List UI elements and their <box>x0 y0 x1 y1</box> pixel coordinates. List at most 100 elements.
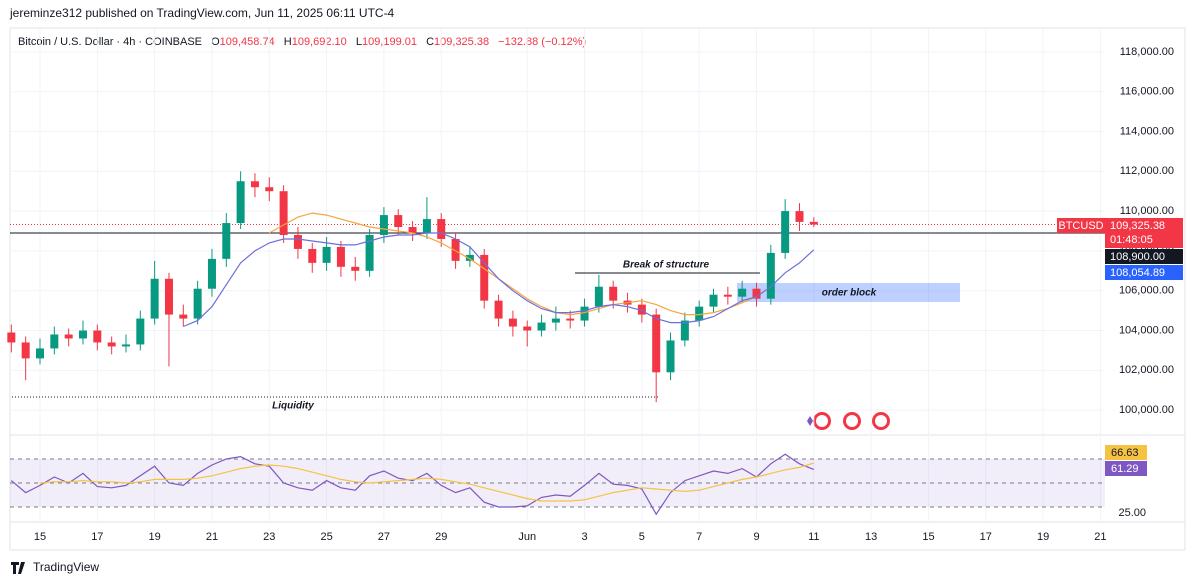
rsi-tag <box>1105 445 1147 460</box>
y-tick-label: 110,000.00 <box>1120 205 1174 217</box>
candle-body <box>723 294 732 297</box>
candle-body <box>365 234 374 271</box>
candle-body <box>480 254 489 301</box>
candle-body <box>580 306 589 321</box>
rsi-tag-text: 66.63 <box>1111 447 1139 459</box>
x-tick-label: 17 <box>91 531 103 543</box>
x-tick-label: 19 <box>1037 531 1049 543</box>
candle-body <box>93 330 102 343</box>
symbol-tag-text: BTCUSD <box>1058 220 1103 232</box>
candle-body <box>551 318 560 323</box>
candle-body <box>609 286 618 301</box>
candle-body <box>465 254 474 261</box>
x-tick-label: 21 <box>206 531 218 543</box>
y-tick-label: 118,000.00 <box>1120 46 1174 58</box>
candle-body <box>666 340 675 373</box>
price-tag-text: 109,325.38 <box>1110 220 1165 232</box>
candle-body <box>709 294 718 307</box>
x-tick-label: 5 <box>639 531 645 543</box>
y-tick-label: 116,000.00 <box>1120 86 1174 98</box>
candle-body <box>523 326 532 331</box>
price-tag <box>1105 249 1183 264</box>
candle-body <box>695 306 704 321</box>
candle-body <box>680 320 689 341</box>
candle-body <box>21 342 30 359</box>
price-tag-text: 108,054.89 <box>1110 267 1165 279</box>
candle-body <box>121 344 130 347</box>
legend: Bitcoin / U.S. Dollar · 4h · COINBASE O1… <box>18 36 586 48</box>
x-tick-label: 15 <box>922 531 934 543</box>
order-block <box>737 283 960 302</box>
candle-body <box>437 219 446 239</box>
candle-body <box>150 278 159 319</box>
legend-key: C <box>426 36 434 48</box>
x-tick-label: 23 <box>263 531 275 543</box>
symbol-title: Bitcoin / U.S. Dollar · 4h · COINBASE <box>18 36 202 48</box>
y-tick-label: 104,000.00 <box>1119 324 1174 336</box>
x-tick-label: 15 <box>34 531 46 543</box>
x-tick-label: 21 <box>1094 531 1106 543</box>
candle-body <box>36 348 44 359</box>
symbol-tag <box>1057 218 1105 233</box>
candle-body <box>637 304 646 315</box>
candle-body <box>408 227 417 233</box>
publisher: jereminze312 published on TradingView.co… <box>9 6 395 20</box>
candle-body <box>652 314 661 373</box>
candle-body <box>64 334 73 339</box>
candle-body <box>394 215 403 228</box>
candle-body <box>336 246 345 267</box>
candle-body <box>508 318 517 327</box>
y-tick-label: 102,000.00 <box>1119 364 1174 376</box>
x-tick-label: 29 <box>435 531 447 543</box>
legend-change: −132.88 (−0.12%) <box>498 36 586 48</box>
candle-body <box>781 211 790 253</box>
candle-body <box>351 266 360 271</box>
legend-value: 109,692.10 <box>292 36 347 48</box>
candle-body <box>207 258 216 289</box>
rsi-line <box>10 453 815 516</box>
x-tick-label: 9 <box>753 531 759 543</box>
annotation: order block <box>822 288 877 299</box>
candle-body <box>236 181 245 224</box>
brand: TradingView <box>33 560 99 574</box>
legend-key: H <box>284 36 292 48</box>
candle-body <box>451 238 460 261</box>
candle-body <box>795 211 804 222</box>
candle-body <box>50 334 59 349</box>
y-tick-label: 114,000.00 <box>1120 125 1174 137</box>
panel-border <box>9 27 1186 551</box>
x-tick-label: 11 <box>808 531 819 543</box>
x-tick-label: 25 <box>320 531 332 543</box>
legend-value: 109,325.38 <box>434 36 489 48</box>
annotation: Liquidity <box>272 401 314 412</box>
candle-body <box>308 248 317 263</box>
price-tag <box>1105 265 1183 280</box>
rsi-tag-text: 61.29 <box>1111 463 1139 475</box>
candle-body <box>107 342 116 347</box>
x-tick-label: 7 <box>696 531 702 543</box>
candle-body <box>379 215 388 235</box>
brand-logo <box>11 562 25 574</box>
candle-body <box>566 318 575 321</box>
rsi-line <box>39 462 814 502</box>
candle-body <box>250 181 259 188</box>
price-tag <box>1105 218 1183 248</box>
moving-average <box>183 232 815 328</box>
rsi-tag <box>1105 461 1147 476</box>
y-tick-label: 100,000.00 <box>1119 404 1174 416</box>
candle-body <box>738 288 747 297</box>
x-tick-label: 3 <box>581 531 587 543</box>
x-tick-label: 19 <box>149 531 161 543</box>
candle-body <box>7 332 16 343</box>
y-tick-label: 106,000.00 <box>1119 285 1174 297</box>
candle-body <box>279 191 288 235</box>
x-tick-label: 27 <box>378 531 390 543</box>
flag-icons <box>807 410 892 432</box>
candle-body <box>494 300 503 319</box>
candle-body <box>78 330 87 339</box>
candle-body <box>265 187 274 192</box>
price-tag-text: 108,900.00 <box>1110 251 1165 263</box>
candle-body <box>752 288 761 299</box>
candle-body <box>422 219 431 233</box>
